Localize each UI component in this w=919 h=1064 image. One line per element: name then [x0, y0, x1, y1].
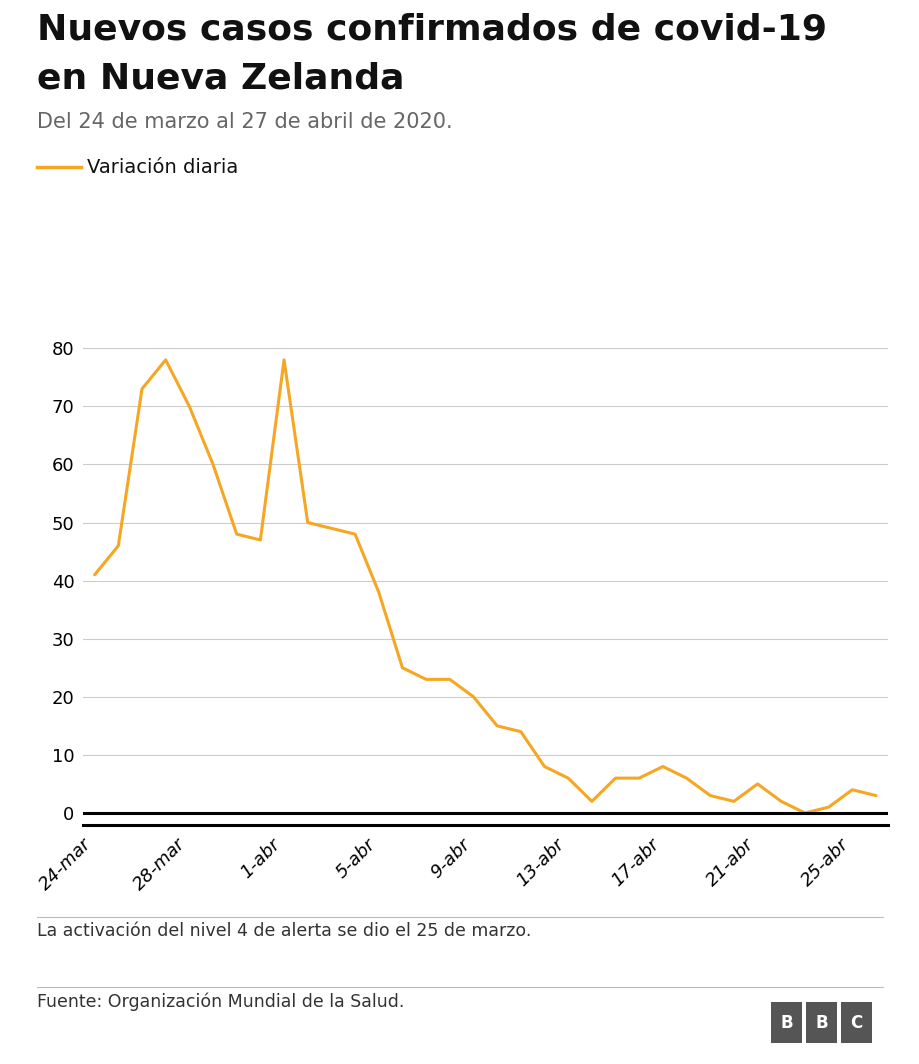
Text: en Nueva Zelanda: en Nueva Zelanda	[37, 62, 403, 96]
Text: B: B	[814, 1014, 827, 1031]
Text: Fuente: Organización Mundial de la Salud.: Fuente: Organización Mundial de la Salud…	[37, 993, 403, 1011]
Text: B: B	[779, 1014, 792, 1031]
Text: Del 24 de marzo al 27 de abril de 2020.: Del 24 de marzo al 27 de abril de 2020.	[37, 112, 452, 132]
Text: C: C	[849, 1014, 862, 1031]
Text: Variación diaria: Variación diaria	[87, 157, 238, 177]
Text: Nuevos casos confirmados de covid-19: Nuevos casos confirmados de covid-19	[37, 13, 826, 47]
Text: La activación del nivel 4 de alerta se dio el 25 de marzo.: La activación del nivel 4 de alerta se d…	[37, 922, 530, 941]
